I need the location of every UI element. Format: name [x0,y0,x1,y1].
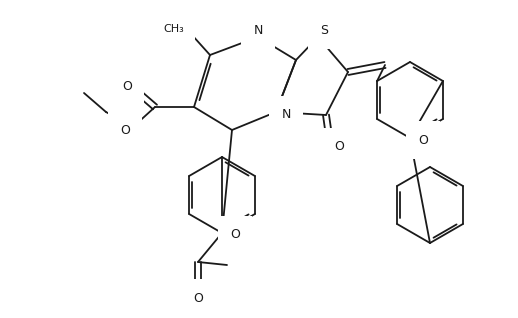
Text: S: S [320,24,328,37]
Text: O: O [418,134,428,147]
Text: O: O [230,229,240,241]
Text: O: O [122,80,132,93]
Text: CH₃: CH₃ [163,24,184,34]
Text: N: N [281,108,291,121]
Text: O: O [120,125,130,137]
Text: N: N [253,24,263,37]
Text: O: O [193,292,203,305]
Text: O: O [334,141,344,154]
